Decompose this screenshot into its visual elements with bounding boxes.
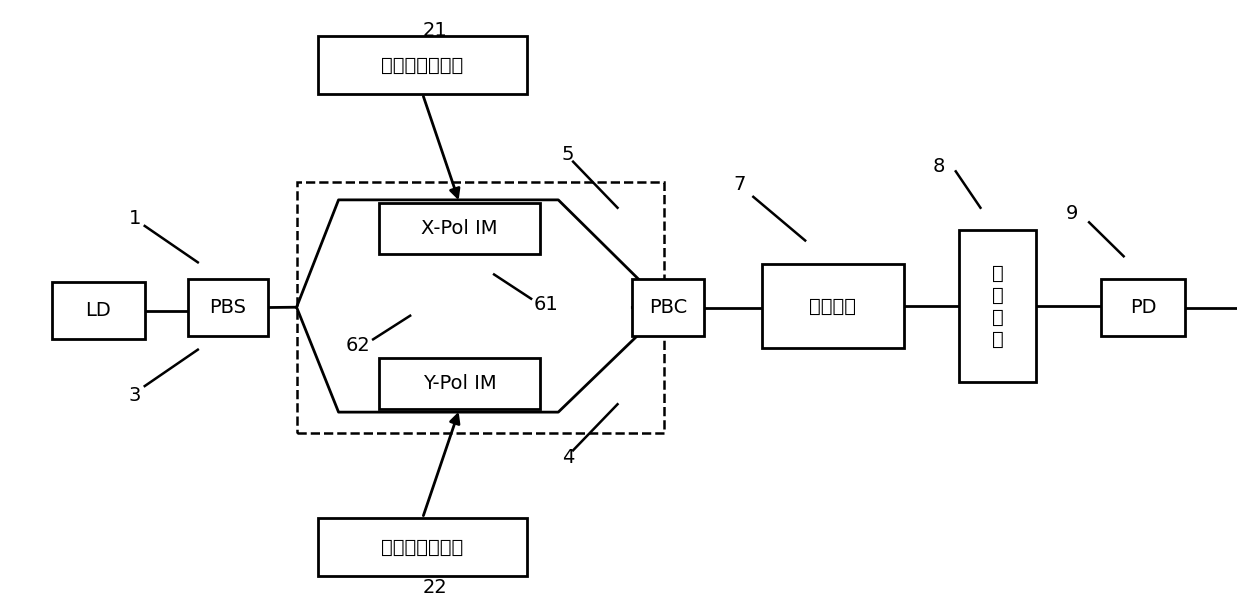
Text: LD: LD: [86, 301, 112, 320]
Text: 1: 1: [129, 209, 141, 228]
Text: 7: 7: [734, 175, 746, 194]
Bar: [317, 36, 527, 94]
Bar: [317, 518, 527, 576]
Text: 5: 5: [562, 145, 574, 164]
Text: PD: PD: [1130, 298, 1157, 317]
Text: 8: 8: [932, 157, 945, 176]
Text: 61: 61: [533, 295, 558, 314]
Text: 3: 3: [129, 386, 141, 405]
Bar: [379, 357, 539, 409]
Text: X-Pol IM: X-Pol IM: [422, 219, 497, 238]
Text: 第一射频信号源: 第一射频信号源: [382, 56, 464, 75]
Bar: [296, 182, 665, 433]
Bar: [761, 264, 904, 348]
Text: 62: 62: [346, 336, 371, 355]
Bar: [632, 278, 704, 337]
Text: Y-Pol IM: Y-Pol IM: [423, 374, 496, 393]
Text: 第二射频信号源: 第二射频信号源: [382, 537, 464, 556]
Text: 光
滤
波
器: 光 滤 波 器: [992, 264, 1003, 348]
Bar: [188, 278, 268, 337]
Bar: [960, 230, 1035, 382]
Text: 21: 21: [423, 21, 448, 40]
Text: PBC: PBC: [649, 298, 687, 317]
Bar: [1101, 278, 1185, 337]
Text: 光放大器: 光放大器: [810, 296, 857, 316]
Text: 9: 9: [1065, 204, 1078, 223]
Text: 4: 4: [562, 448, 574, 467]
Text: PBS: PBS: [210, 298, 247, 317]
Text: 22: 22: [423, 578, 448, 597]
Bar: [379, 203, 539, 255]
Bar: [52, 282, 145, 340]
